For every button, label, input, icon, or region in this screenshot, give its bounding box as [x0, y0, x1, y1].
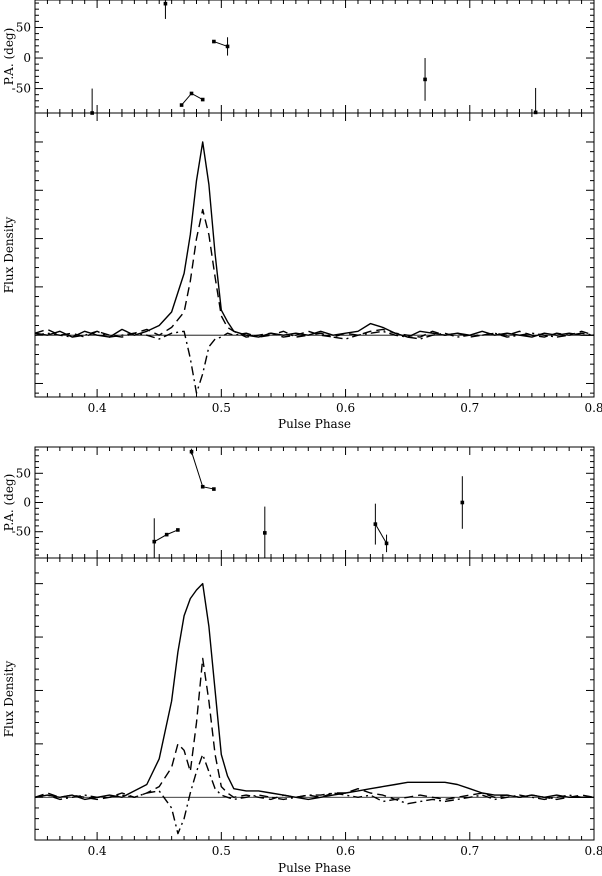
x-tick-label: 0.8: [584, 844, 602, 858]
pa-axis-label: P.A. (deg): [2, 474, 16, 532]
pa-data-point: [176, 528, 180, 532]
flux-series-dashdot: [34, 753, 594, 835]
pa-y-tick-label: 50: [16, 466, 31, 480]
pa-panel-frame: [34, 0, 595, 114]
pa-data-point: [423, 77, 427, 82]
pa-data-point: [200, 97, 205, 102]
x-tick-label: 0.5: [212, 401, 231, 415]
pa-data-point: [460, 500, 465, 505]
x-tick-label: 0.8: [584, 401, 602, 415]
pa-data-point: [263, 531, 267, 535]
flux-series-dashdot: [34, 330, 595, 394]
pa-panel-frame: [34, 446, 595, 559]
pa-y-tick-label: -50: [12, 525, 31, 539]
pa-data-point: [212, 487, 216, 491]
pa-connector-line: [213, 41, 228, 47]
pa-data-point: [189, 449, 194, 454]
pa-data-point: [533, 110, 538, 115]
pa-y-tick-label: 0: [23, 51, 31, 65]
pa-axis-label: P.A. (deg): [2, 28, 16, 86]
flux-panel-frame: [34, 112, 595, 398]
pa-connector-line: [191, 451, 214, 490]
pa-data-point: [384, 541, 389, 546]
x-axis-label: Pulse Phase: [278, 417, 351, 431]
flux-axis-label: Flux Density: [2, 217, 16, 294]
flux-series-solid: [34, 141, 594, 338]
pa-data-point: [163, 1, 168, 6]
flux-series-dashed: [34, 657, 595, 801]
flux-axis-label: Flux Density: [2, 661, 16, 738]
x-tick-label: 0.6: [336, 844, 355, 858]
pa-data-point: [212, 39, 216, 44]
flux-panel-frame: [34, 557, 595, 841]
pa-data-point: [179, 103, 184, 107]
flux-series-solid: [34, 582, 594, 801]
pa-y-tick-label: 50: [16, 20, 31, 34]
pa-y-tick-label: -50: [12, 82, 31, 96]
flux-series-dashed: [34, 208, 595, 338]
pa-y-tick-label: 0: [23, 496, 31, 510]
x-tick-label: 0.4: [88, 844, 107, 858]
x-tick-label: 0.4: [88, 401, 107, 415]
pa-data-point: [164, 532, 169, 537]
x-tick-label: 0.7: [460, 401, 479, 415]
x-axis-label: Pulse Phase: [278, 861, 351, 875]
pa-connector-line: [374, 523, 387, 544]
pa-data-point: [373, 522, 378, 526]
pa-data-point: [152, 539, 157, 544]
pa-data-point: [189, 91, 194, 96]
pa-data-point: [225, 44, 230, 49]
pa-data-point: [200, 484, 205, 489]
x-tick-label: 0.6: [336, 401, 355, 415]
x-tick-label: 0.7: [460, 844, 479, 858]
x-tick-label: 0.5: [212, 844, 231, 858]
